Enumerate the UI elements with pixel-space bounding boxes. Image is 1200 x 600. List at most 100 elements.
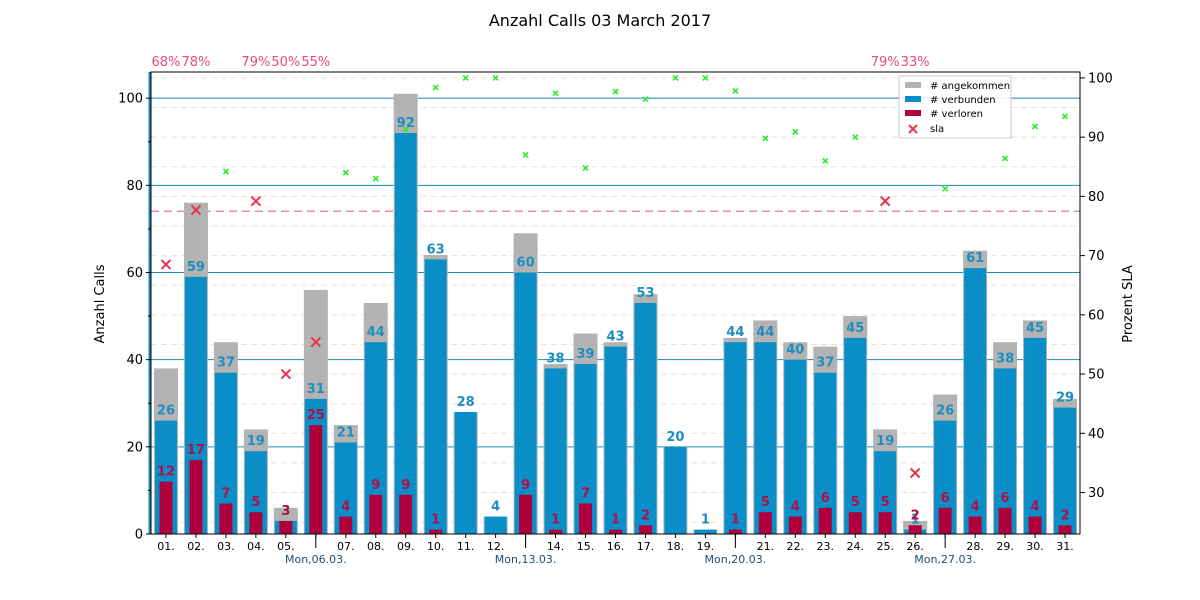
sla-marker-ok	[402, 126, 409, 133]
lost-value-label: 6	[821, 491, 830, 506]
sla-marker-ok	[462, 74, 469, 81]
lost-value-label: 2	[641, 508, 650, 523]
y-tick-label: 80	[126, 179, 143, 194]
bar-lost	[219, 503, 233, 534]
connected-value-label: 1	[701, 513, 710, 528]
sla-percent-annotation: 55%	[301, 55, 330, 70]
sla-marker-ok	[582, 164, 589, 172]
lost-value-label: 6	[941, 491, 950, 506]
bar-lost	[848, 512, 862, 534]
connected-value-label: 39	[576, 347, 594, 362]
connected-value-label: 1	[911, 513, 920, 528]
sla-percent-annotation: 68%	[152, 55, 181, 70]
y2-axis-label: Prozent SLA	[1121, 265, 1136, 343]
bar-connected	[994, 368, 1017, 534]
sla-marker-stroke	[310, 336, 322, 348]
week-label: Mon,06.03.	[285, 553, 347, 566]
bar-lost	[908, 525, 922, 534]
sla-marker-ok	[612, 88, 619, 95]
week-label: Mon,27.03.	[914, 553, 976, 566]
bar-connected	[754, 342, 777, 534]
sla-marker-critical	[160, 259, 172, 270]
bar-connected	[1054, 407, 1077, 534]
connected-value-label: 60	[517, 255, 535, 270]
x-tick-label: 02.	[187, 540, 205, 553]
sla-marker-critical	[250, 195, 262, 207]
chart-title: Anzahl Calls 03 March 2017	[489, 11, 711, 30]
x-tick-label: 23.	[817, 540, 835, 553]
sla-marker-stroke	[402, 126, 409, 133]
connected-value-label: 53	[636, 286, 654, 301]
week-label: Mon,20.03.	[705, 553, 767, 566]
lost-value-label: 9	[371, 478, 380, 493]
sla-marker-stroke	[522, 151, 529, 158]
y2-tick-label: 70	[1088, 249, 1105, 264]
x-tick-label: 21.	[757, 540, 775, 553]
bar-lost	[818, 507, 832, 534]
sla-marker-ok	[942, 185, 949, 192]
bar-lost	[159, 481, 173, 534]
lost-value-label: 7	[581, 486, 590, 501]
sla-marker-stroke	[222, 168, 229, 175]
x-tick-label: 25.	[876, 540, 894, 553]
sla-marker-critical	[280, 368, 292, 380]
y2-tick-label: 60	[1088, 308, 1105, 323]
sla-marker-stroke	[852, 134, 859, 141]
bar-lost	[369, 494, 383, 534]
sla-percent-annotation: 78%	[181, 55, 210, 70]
sla-marker-ok	[372, 175, 379, 182]
lost-value-label: 1	[731, 513, 740, 528]
connected-value-label: 61	[966, 251, 984, 266]
sla-marker-stroke	[1031, 123, 1039, 130]
sla-marker-ok	[492, 74, 499, 81]
lost-value-label: 2	[911, 508, 920, 523]
x-tick-label: 26.	[906, 540, 924, 553]
bar-connected	[394, 133, 417, 535]
lost-value-label: 4	[971, 500, 980, 515]
bar-lost	[1028, 516, 1042, 534]
bar-lost	[998, 507, 1012, 534]
bar-connected	[424, 259, 447, 534]
sla-marker-ok	[792, 128, 799, 135]
top-annotations: 68% 78% 79% 50% 55% 79% 33%	[152, 55, 930, 70]
connected-value-label: 37	[217, 356, 235, 371]
x-tick-label: 01.	[157, 540, 175, 553]
bar-lost	[249, 512, 263, 534]
sla-marker-stroke	[822, 157, 829, 164]
connected-value-label: 45	[846, 321, 864, 336]
lost-value-label: 4	[1031, 500, 1040, 515]
x-tick-label: 12.	[487, 540, 505, 553]
sla-marker-stroke	[732, 87, 739, 95]
legend-swatch-lost	[905, 110, 921, 116]
y-tick-label: 40	[126, 353, 143, 368]
sla-marker-ok	[1061, 113, 1069, 120]
x-tick-label: 15.	[577, 540, 595, 553]
lost-value-label: 5	[251, 495, 260, 510]
x-tick-label: 08.	[367, 540, 385, 553]
bars	[153, 93, 1078, 535]
bar-connected	[634, 303, 657, 534]
sla-percent-annotation: 33%	[901, 55, 930, 70]
sla-marker-stroke	[250, 195, 262, 207]
x-tick-label: 05.	[277, 540, 295, 553]
bar-connected	[844, 337, 867, 534]
y2-tick-label: 30	[1088, 486, 1105, 501]
sla-percent-annotation: 50%	[271, 55, 300, 70]
x-tick-label: 17.	[637, 540, 655, 553]
sla-marker-ok	[1031, 123, 1039, 130]
y-tick-label: 0	[135, 528, 143, 543]
y2-tick-label: 90	[1088, 131, 1105, 146]
lost-value-label: 1	[551, 513, 560, 528]
bar-connected	[484, 516, 507, 534]
sla-marker-critical	[880, 195, 891, 207]
sla-marker-stroke	[280, 368, 292, 380]
x-tick-label: 24.	[846, 540, 864, 553]
legend-label-lost: # verloren	[930, 109, 983, 120]
legend-sla-stroke	[908, 124, 918, 134]
lost-value-label: 7	[221, 486, 230, 501]
sla-marker-ok	[672, 74, 679, 81]
sla-marker-ok	[552, 90, 559, 97]
legend-label-received: # angekommen	[930, 81, 1010, 92]
sla-marker-ok	[222, 168, 229, 175]
x-tick-label: 14.	[547, 540, 565, 553]
